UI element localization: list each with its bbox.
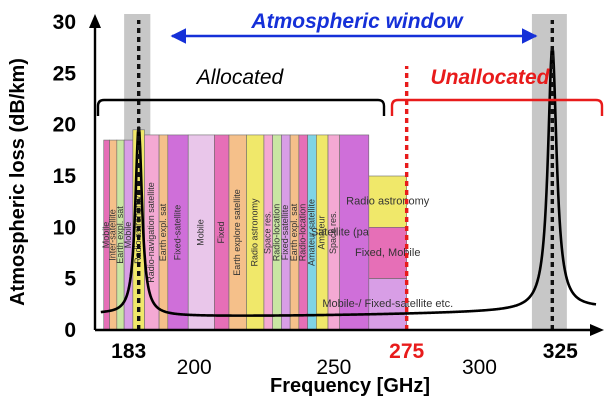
allocation-block-23 xyxy=(368,227,407,279)
x-tick-300: 300 xyxy=(462,356,497,379)
y-axis-title: Atmospheric loss (dB/km) xyxy=(7,58,29,306)
allocation-label-4: Mobile xyxy=(123,222,133,249)
y-axis-arrow xyxy=(89,14,101,28)
x-tick-250: 250 xyxy=(316,356,351,379)
x-tick-275: 275 xyxy=(389,340,424,363)
y-tick-15: 15 xyxy=(53,165,77,188)
y-tick-5: 5 xyxy=(64,268,76,291)
allocation-label-14: Radio-location xyxy=(271,204,281,262)
allocation-label-9: Mobile xyxy=(196,219,206,246)
x-tick-183: 183 xyxy=(111,340,146,363)
x-tick-labels: 183 200 250 275 300 325 xyxy=(111,340,578,379)
allocation-label-22: Radio astronomy xyxy=(346,196,430,208)
allocated-bracket xyxy=(96,98,386,116)
unallocated-label: Unallocated xyxy=(430,66,550,89)
allocation-block-24 xyxy=(368,278,407,331)
allocation-label-2: Inter-satellite xyxy=(108,209,118,261)
allocated-label: Allocated xyxy=(195,66,285,89)
unallocated-bracket xyxy=(390,98,604,116)
allocation-label-18: Amateur satellite xyxy=(306,199,316,266)
allocation-label-15: Fixed-satellite xyxy=(280,205,290,261)
allocation-label-23: Fixed, Mobile xyxy=(355,247,420,259)
allocation-label-17: Radio-location xyxy=(298,204,308,262)
y-tick-labels: 0 5 10 15 20 25 30 xyxy=(53,11,77,342)
atmospheric-window-label: Atmospheric window xyxy=(250,10,464,33)
allocation-label-7: Earth expl. sat xyxy=(158,203,168,261)
allocation-label-3: Earth expl. sat xyxy=(115,206,125,264)
allocation-label-16: Earth expl. sat xyxy=(289,203,299,261)
y-tick-30: 30 xyxy=(53,11,76,34)
x-tick-200: 200 xyxy=(177,356,212,379)
allocation-label-8: Fixed-satellite xyxy=(172,205,182,261)
allocation-label-20: Space res. xyxy=(328,211,338,254)
y-tick-10: 10 xyxy=(53,216,76,239)
loss-curve xyxy=(100,46,597,317)
allocation-label-10: Fixed xyxy=(216,221,226,243)
allocation-label-12: Radio astronomy xyxy=(250,198,260,267)
y-tick-20: 20 xyxy=(53,114,76,137)
allocation-label-6: Radio-navigation satellite xyxy=(146,182,156,283)
allocation-label-13: Space res. xyxy=(263,211,273,254)
y-tick-0: 0 xyxy=(64,319,76,342)
y-tick-25: 25 xyxy=(53,62,77,85)
allocation-label-24: Mobile-/ Fixed-satellite etc. xyxy=(322,298,453,310)
allocation-block-9 xyxy=(187,134,215,331)
loss-curve-group xyxy=(100,46,597,317)
x-axis-arrow xyxy=(590,324,604,336)
allocation-label-19: Amateur xyxy=(317,215,327,249)
allocation-label-1: Mobile xyxy=(101,222,111,249)
x-tick-325: 325 xyxy=(543,340,578,363)
x-axis-title: Frequency [GHz] xyxy=(270,375,430,397)
allocation-block-22 xyxy=(368,175,407,228)
allocation-label-11: Earth explore satellite xyxy=(232,189,242,276)
dashed-lines xyxy=(136,20,555,330)
